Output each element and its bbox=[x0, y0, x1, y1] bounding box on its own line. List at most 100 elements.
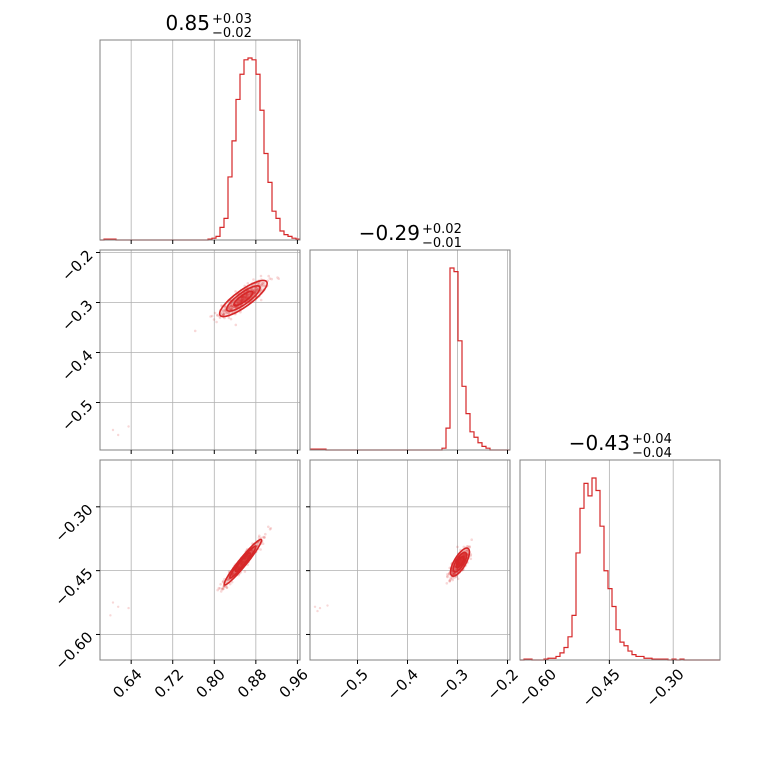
sample-point bbox=[464, 549, 468, 552]
title-lower-error: −0.04 bbox=[632, 446, 672, 461]
sample-point bbox=[458, 560, 462, 564]
sample-point bbox=[239, 562, 243, 566]
contour-line bbox=[452, 551, 468, 573]
sample-point bbox=[227, 311, 230, 315]
sample-point bbox=[236, 300, 239, 304]
sample-point bbox=[254, 287, 257, 291]
sample-point bbox=[228, 305, 232, 309]
sample-point bbox=[253, 291, 256, 294]
sample-point bbox=[221, 586, 224, 590]
panel-frame bbox=[519, 459, 721, 661]
sample-point bbox=[462, 553, 465, 556]
sample-point bbox=[453, 572, 456, 576]
sample-point bbox=[242, 560, 245, 564]
sample-point bbox=[238, 298, 241, 301]
sample-point bbox=[240, 562, 243, 565]
sample-point bbox=[454, 568, 458, 572]
sample-point bbox=[240, 298, 243, 302]
sample-point bbox=[225, 311, 228, 315]
sample-point bbox=[460, 559, 463, 562]
sample-point bbox=[219, 590, 223, 593]
sample-point bbox=[458, 562, 461, 565]
sample-point bbox=[458, 560, 461, 564]
sample-point bbox=[263, 284, 266, 287]
contour-fill bbox=[456, 556, 464, 568]
sample-point bbox=[461, 557, 464, 560]
sample-point bbox=[243, 295, 246, 299]
contour-line bbox=[234, 552, 252, 573]
sample-point bbox=[222, 313, 225, 316]
histogram-param-1 bbox=[310, 267, 510, 451]
sample-point bbox=[277, 277, 281, 281]
y-tick-label: −0.3 bbox=[58, 296, 96, 334]
sample-point bbox=[257, 536, 261, 539]
panel-frame bbox=[99, 249, 301, 451]
sample-point bbox=[230, 304, 234, 307]
sample-point bbox=[239, 299, 242, 303]
sample-point bbox=[222, 312, 226, 316]
sample-point bbox=[457, 564, 460, 567]
contour-line bbox=[218, 279, 268, 318]
sample-point bbox=[246, 294, 249, 297]
sample-point bbox=[241, 561, 244, 564]
sample-point bbox=[248, 293, 251, 297]
sample-point bbox=[267, 525, 270, 529]
sample-point bbox=[457, 561, 461, 565]
sample-point bbox=[210, 314, 214, 318]
sample-point bbox=[239, 310, 242, 314]
sample-point bbox=[261, 542, 265, 545]
contour-line bbox=[233, 290, 254, 307]
contour-line bbox=[455, 555, 465, 569]
sample-point bbox=[254, 288, 257, 292]
sample-point bbox=[462, 545, 466, 549]
sample-point bbox=[237, 301, 240, 305]
title-lower-error: −0.01 bbox=[422, 236, 462, 251]
sample-point bbox=[221, 313, 225, 317]
grid-lines bbox=[545, 460, 674, 660]
sample-point bbox=[230, 304, 233, 308]
sample-point bbox=[246, 282, 250, 285]
sample-point bbox=[268, 277, 272, 280]
sample-point bbox=[253, 288, 256, 292]
x-tick-label: 0.80 bbox=[192, 665, 228, 701]
sample-point bbox=[252, 278, 255, 281]
contour-fill bbox=[235, 552, 251, 572]
sample-point bbox=[241, 297, 244, 301]
sample-point bbox=[234, 306, 238, 309]
sample-point bbox=[224, 311, 228, 315]
sample-point bbox=[449, 577, 453, 581]
sample-point bbox=[193, 329, 197, 333]
sample-point bbox=[451, 573, 455, 576]
sample-point bbox=[262, 535, 265, 539]
sample-outlier bbox=[111, 428, 115, 432]
sample-point bbox=[244, 295, 248, 299]
sample-point bbox=[212, 318, 216, 321]
sample-point bbox=[244, 297, 248, 300]
sample-point bbox=[468, 545, 471, 549]
title-median: −0.43 bbox=[569, 431, 630, 455]
sample-point bbox=[456, 563, 460, 567]
sample-point bbox=[216, 313, 219, 317]
sample-point bbox=[234, 290, 237, 293]
panel-2-0: 0.64 0.72 0.80 0.88 0.96 −0.60 −0.45 −0.30 bbox=[51, 459, 312, 702]
sample-point bbox=[230, 305, 234, 308]
contour-line bbox=[225, 285, 261, 312]
panel-1-0: −0.5 −0.4 −0.3 −0.2 bbox=[58, 246, 301, 454]
sample-point bbox=[446, 575, 449, 578]
sample-point bbox=[459, 559, 463, 563]
sample-point bbox=[245, 296, 248, 300]
contour-line bbox=[223, 538, 263, 586]
sample-point bbox=[453, 572, 456, 575]
sample-point bbox=[254, 290, 258, 293]
sample-point bbox=[229, 304, 233, 308]
sample-point bbox=[240, 298, 244, 302]
sample-point bbox=[243, 558, 246, 561]
sample-point bbox=[454, 567, 457, 571]
sample-point bbox=[234, 323, 238, 327]
contour-fill bbox=[450, 548, 470, 577]
sample-point bbox=[232, 571, 236, 574]
x-tick-label: 0.64 bbox=[109, 665, 145, 701]
sample-point bbox=[255, 289, 258, 292]
sample-point bbox=[242, 298, 245, 302]
sample-point bbox=[458, 560, 461, 564]
